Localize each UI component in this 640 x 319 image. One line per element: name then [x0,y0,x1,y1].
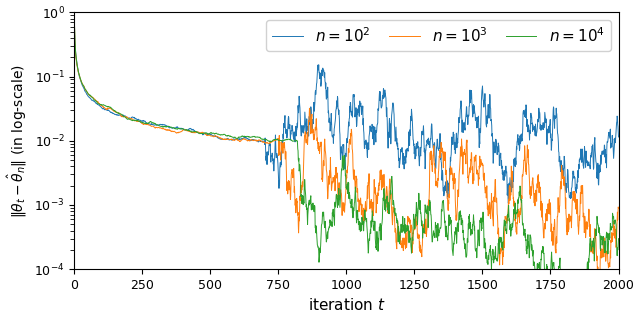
$n = 10^4$ [614,237,622,241]
$n = 10^3$ [70,21,78,25]
$n = 10^4$ [100,103,108,107]
$n = 10^3$ [83,90,90,93]
$n = 10^2$ [119,114,127,118]
$n = 10^2$ [70,20,78,24]
$n = 10^2$ [397,149,405,153]
$n = 10^2$ [614,135,622,139]
$n = 10^4$ [518,217,526,221]
$n = 10^4$ [70,20,78,24]
$n = 10^3$ [273,138,280,142]
$n = 10^2$ [83,92,90,96]
$n = 10^3$ [614,206,622,210]
Legend: $n = 10^2$, $n = 10^3$, $n = 10^4$: $n = 10^2$, $n = 10^3$, $n = 10^4$ [266,20,611,51]
$n = 10^2$ [273,155,280,159]
$n = 10^3$ [397,241,405,245]
$n = 10^4$ [541,286,549,290]
$n = 10^2$ [518,133,526,137]
Line: $n = 10^3$: $n = 10^3$ [74,23,618,279]
$n = 10^3$ [518,174,526,178]
X-axis label: iteration $t$: iteration $t$ [308,297,385,314]
$n = 10^3$ [100,105,108,109]
$n = 10^3$ [595,277,602,281]
$n = 10^4$ [273,137,280,141]
$n = 10^2$ [100,107,108,111]
$n = 10^4$ [397,225,405,228]
$n = 10^2$ [504,201,512,205]
$n = 10^4$ [119,114,127,117]
Y-axis label: $\|\theta_t - \hat{\theta}_n\|$ (in log-scale): $\|\theta_t - \hat{\theta}_n\|$ (in log-… [6,64,29,218]
$n = 10^3$ [119,115,127,119]
Line: $n = 10^2$: $n = 10^2$ [74,22,618,203]
$n = 10^4$ [83,89,90,93]
Line: $n = 10^4$: $n = 10^4$ [74,22,618,288]
